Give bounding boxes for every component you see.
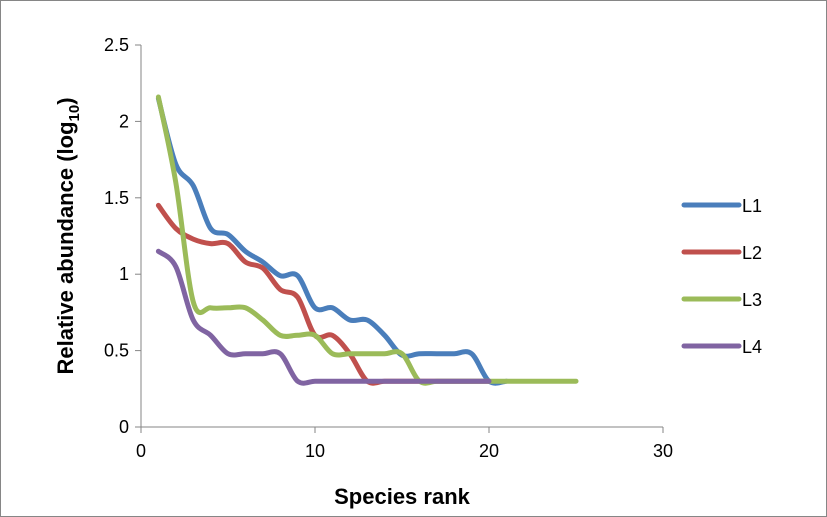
y-axis-title-subscript: 10	[66, 105, 83, 122]
x-axis-title: Species rank	[334, 484, 471, 509]
series-lines	[155, 94, 579, 386]
x-tick-label: 0	[136, 441, 146, 461]
x-tick-label: 20	[479, 441, 499, 461]
y-tick-label: 1.5	[104, 188, 129, 208]
series-line-l1	[155, 96, 509, 386]
y-axis-title-close: )	[53, 97, 78, 104]
y-axis-title: Relative abundance (log10)	[53, 97, 83, 374]
legend-label-l2: L2	[742, 243, 762, 263]
x-tick-label: 30	[653, 441, 673, 461]
plot-area: 0 0.5 1 1.5 2 2.5 0 10 20 30	[104, 35, 673, 461]
series-line-l4	[155, 248, 492, 386]
legend-label-l3: L3	[742, 290, 762, 310]
y-axis-ticks: 0 0.5 1 1.5 2 2.5	[104, 35, 141, 437]
y-axis-title-main: Relative abundance (log	[53, 121, 78, 374]
y-tick-label: 0	[119, 417, 129, 437]
y-tick-label: 2	[119, 111, 129, 131]
y-tick-label: 0.5	[104, 341, 129, 361]
y-tick-label: 2.5	[104, 35, 129, 55]
legend: L1 L2 L3 L4	[681, 196, 762, 357]
x-tick-label: 10	[305, 441, 325, 461]
series-line-l3	[155, 94, 579, 386]
series-line-l2	[155, 202, 492, 386]
legend-label-l1: L1	[742, 196, 762, 216]
y-tick-label: 1	[119, 264, 129, 284]
x-axis-ticks: 0 10 20 30	[136, 427, 673, 461]
legend-label-l4: L4	[742, 337, 762, 357]
